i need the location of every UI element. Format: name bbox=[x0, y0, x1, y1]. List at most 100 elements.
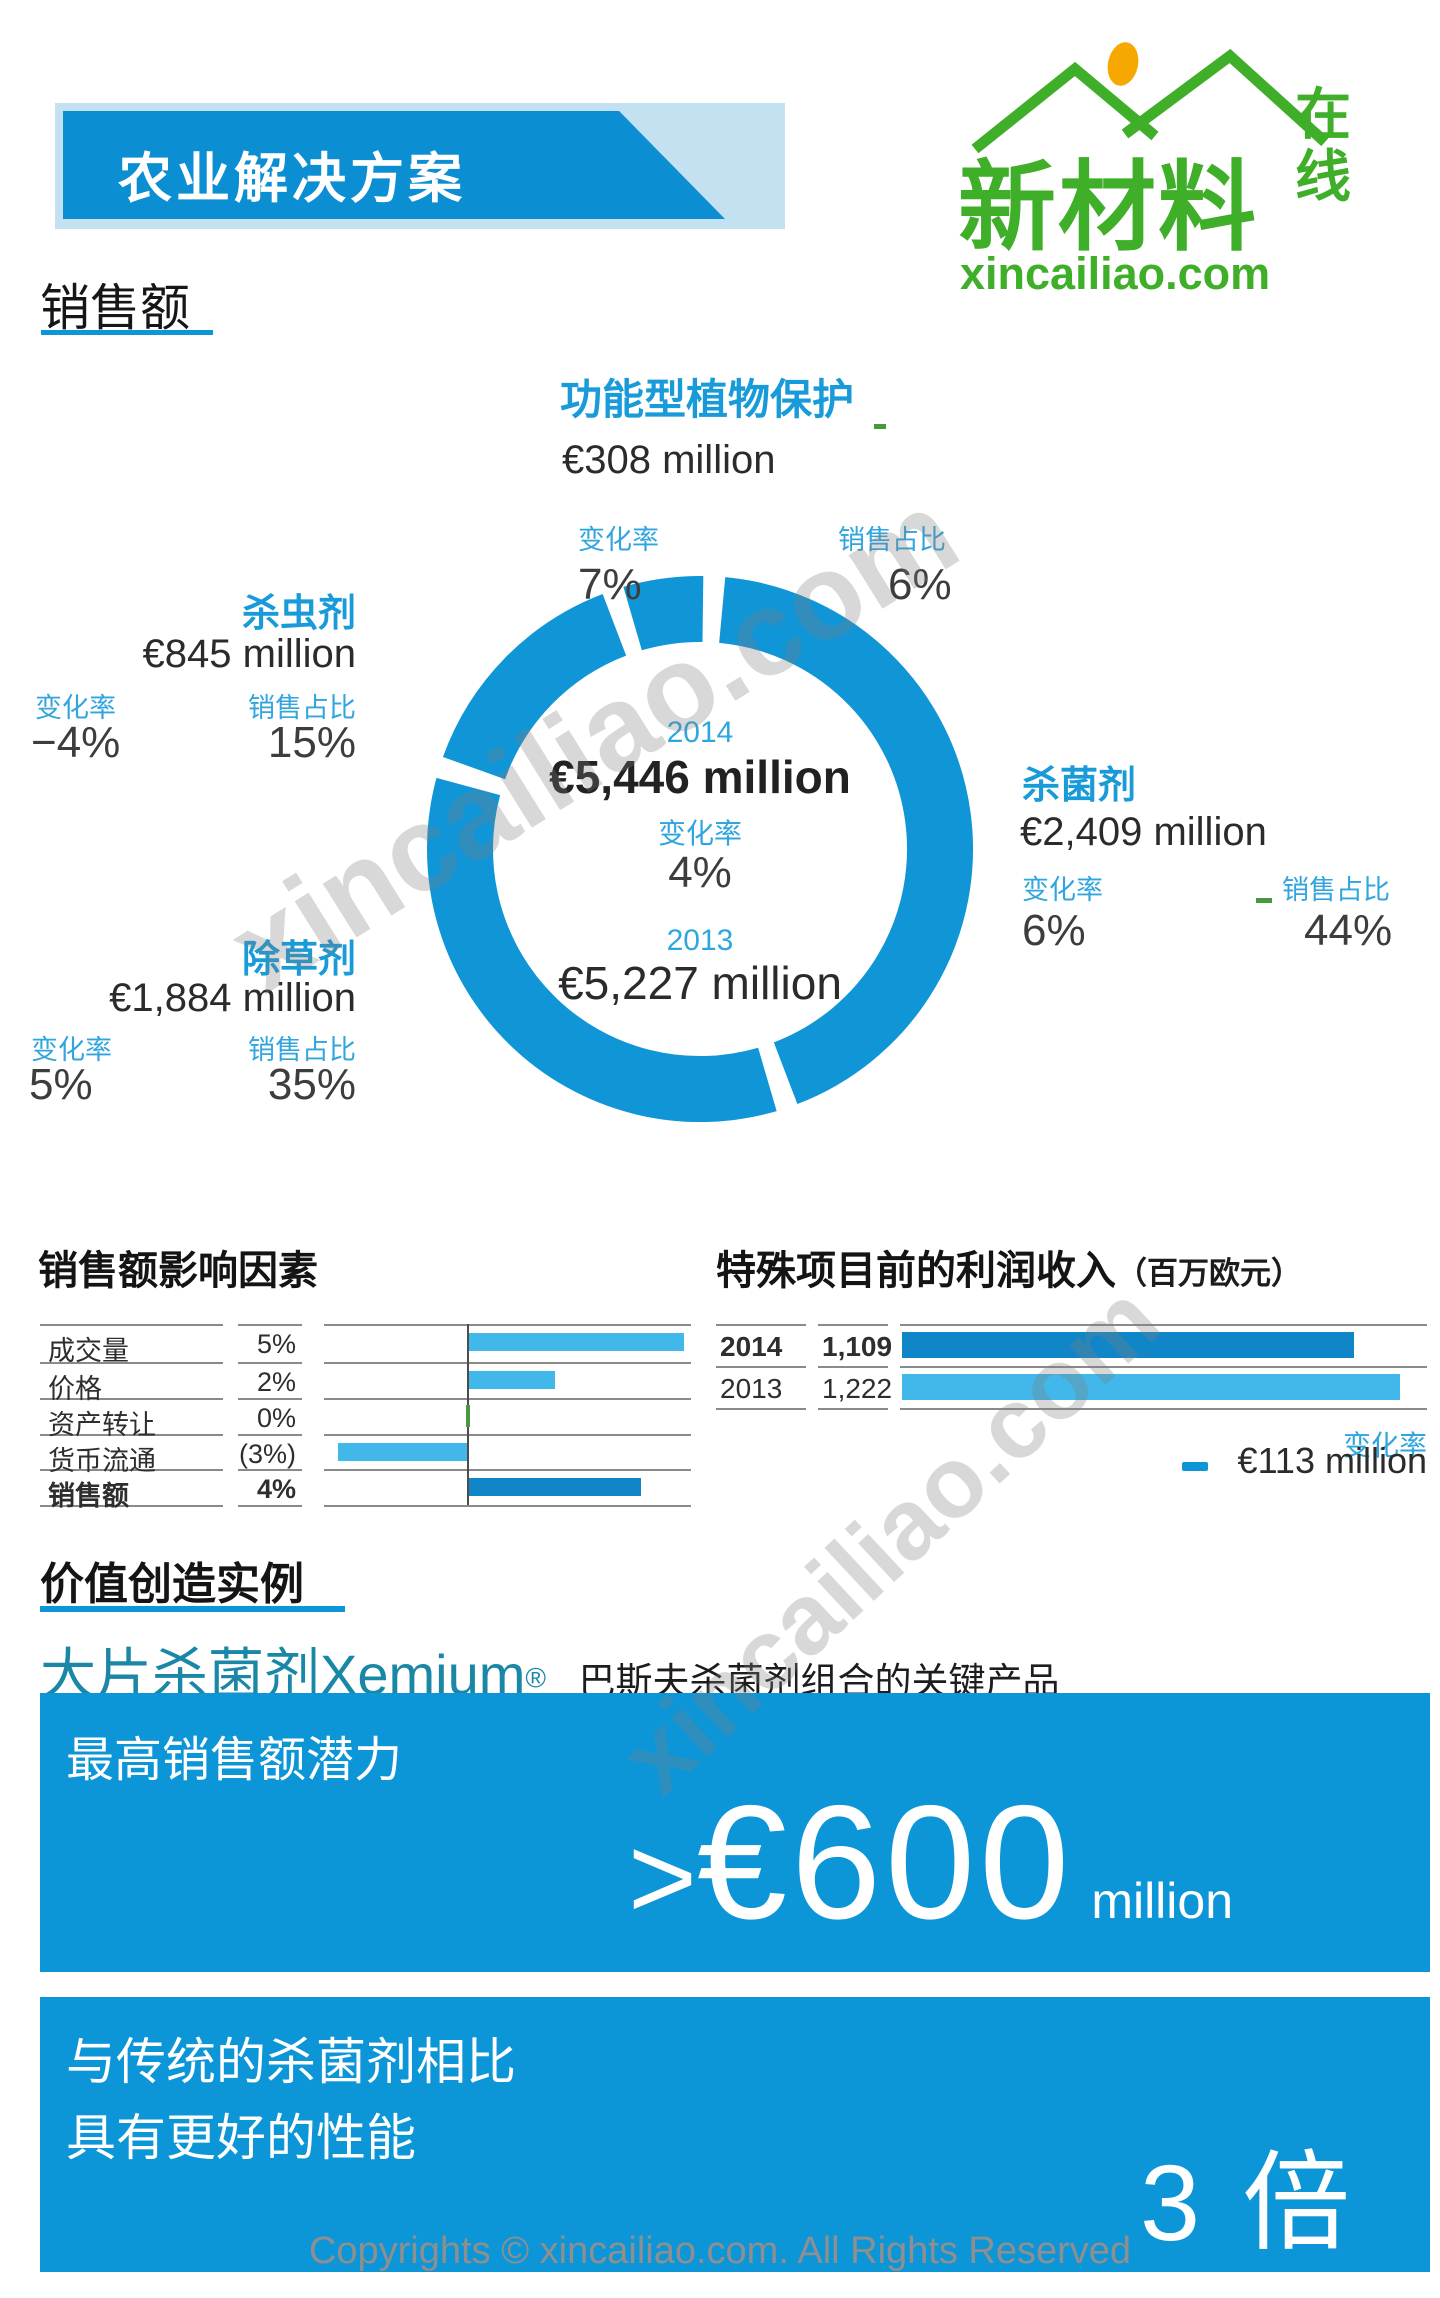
functional-change-value: 7% bbox=[578, 560, 642, 609]
factors-chart: 成交量 5% 价格 2% 资产转让 0% 货币流通 (3%) 销售额 4% bbox=[40, 1324, 692, 1511]
factor-row-label: 资产转让 bbox=[48, 1410, 156, 1440]
herbicides-share-value: 35% bbox=[267, 1060, 356, 1109]
table-line bbox=[324, 1398, 691, 1400]
fungicides-change-value: 6% bbox=[1022, 906, 1086, 955]
factor-row-value: 4% bbox=[256, 1474, 296, 1504]
herbicides-share-label: 销售占比 bbox=[248, 1035, 356, 1065]
sales-potential-label: 最高销售额潜力 bbox=[66, 1734, 403, 1787]
income-heading-unit: （百万欧元） bbox=[1116, 1256, 1302, 1291]
amount-600m: €600 bbox=[696, 1772, 1074, 1953]
table-line bbox=[238, 1469, 302, 1471]
table-line bbox=[40, 1324, 223, 1326]
factor-bar bbox=[338, 1443, 467, 1461]
value-creation-heading: 价值创造实例 bbox=[40, 1560, 304, 1609]
brand-logo: 新材料 在 线 xincailiao.com bbox=[950, 36, 1430, 306]
table-line bbox=[324, 1434, 691, 1436]
segment-label-fungicides-value: €2,409 million bbox=[1020, 810, 1267, 854]
donut-center-year-2013: 2013 bbox=[666, 924, 734, 957]
income-chart: 2014 1,109 2013 1,222 bbox=[716, 1324, 1427, 1410]
factor-zero-tick bbox=[466, 1405, 470, 1427]
sales-heading: 销售额 bbox=[40, 280, 190, 336]
registered-mark: ® bbox=[525, 1662, 547, 1694]
green-tick-functional bbox=[874, 424, 886, 429]
factor-row-label: 价格 bbox=[48, 1374, 102, 1404]
donut-center-total-2013: €5,227 million bbox=[558, 957, 842, 1009]
table-line bbox=[818, 1408, 888, 1410]
table-line bbox=[716, 1324, 806, 1326]
page-title: 农业解决方案 bbox=[118, 149, 466, 209]
header-banner bbox=[63, 111, 725, 219]
table-line bbox=[40, 1469, 223, 1471]
logo-domain-text: xincailiao.com bbox=[960, 248, 1271, 299]
table-line bbox=[238, 1362, 302, 1364]
income-change-label: 变化率 bbox=[1342, 1430, 1427, 1461]
functional-share-label: 销售占比 bbox=[838, 525, 946, 555]
herbicides-change-label: 变化率 bbox=[31, 1035, 112, 1065]
table-line bbox=[40, 1505, 223, 1507]
donut-chart bbox=[427, 576, 973, 1123]
table-line bbox=[324, 1324, 691, 1326]
income-bar bbox=[902, 1332, 1354, 1358]
income-bar bbox=[902, 1374, 1400, 1400]
donut-segment-杀菌剂 bbox=[718, 577, 973, 1105]
logo-vertical-text-top: 在 bbox=[1295, 83, 1351, 146]
green-dash-fungicides bbox=[1256, 898, 1272, 903]
segment-label-insecticides-title: 杀虫剂 bbox=[241, 593, 356, 635]
donut-center-year-2014: 2014 bbox=[666, 716, 734, 749]
factor-row-value: 5% bbox=[256, 1329, 296, 1359]
donut-center-total-2014: €5,446 million bbox=[549, 751, 851, 803]
herbicides-change-value: 5% bbox=[29, 1060, 93, 1109]
table-line bbox=[716, 1366, 806, 1368]
table-line bbox=[900, 1366, 1427, 1368]
table-line bbox=[324, 1505, 691, 1507]
segment-label-fungicides-title: 杀菌剂 bbox=[1022, 765, 1137, 807]
fungicides-share-value: 44% bbox=[1304, 906, 1393, 955]
segment-label-herbicides-title: 除草剂 bbox=[241, 939, 356, 981]
performance-banner bbox=[40, 1997, 1430, 2272]
table-line bbox=[818, 1324, 888, 1326]
insecticides-change-label: 变化率 bbox=[35, 693, 116, 723]
income-heading: 特殊项目前的利润收入 bbox=[716, 1249, 1116, 1293]
donut-center-change-value: 4% bbox=[668, 848, 732, 897]
amount-unit: million bbox=[1091, 1873, 1234, 1929]
performance-line1: 与传统的杀菌剂相比 bbox=[66, 2034, 516, 2090]
income-row-value: 1,109 bbox=[822, 1331, 893, 1362]
table-line bbox=[818, 1366, 888, 1368]
table-line bbox=[40, 1434, 223, 1436]
table-line bbox=[40, 1398, 223, 1400]
segment-label-insecticides-value: €845 million bbox=[142, 632, 356, 676]
table-line bbox=[238, 1434, 302, 1436]
income-row-value: 1,222 bbox=[822, 1373, 893, 1404]
income-change-value: €113 million bbox=[1237, 1440, 1427, 1481]
factor-bar bbox=[469, 1478, 641, 1496]
performance-line2: 具有更好的性能 bbox=[66, 2110, 416, 2166]
greater-than-sign: > bbox=[628, 1812, 697, 1944]
factor-bar bbox=[469, 1371, 555, 1389]
logo-vertical-text-bottom: 线 bbox=[1295, 145, 1351, 208]
factor-bar bbox=[469, 1333, 684, 1351]
income-row-year: 2014 bbox=[720, 1331, 783, 1362]
segment-label-functional-value: €308 million bbox=[562, 438, 776, 482]
insecticides-share-value: 15% bbox=[267, 718, 356, 767]
table-line bbox=[716, 1408, 806, 1410]
fungicides-change-label: 变化率 bbox=[1022, 875, 1103, 905]
table-line bbox=[238, 1505, 302, 1507]
donut-segment-除草剂 bbox=[427, 777, 777, 1123]
factors-heading: 销售额影响因素 bbox=[38, 1249, 318, 1293]
fungicides-share-label: 销售占比 bbox=[1282, 875, 1390, 905]
table-line bbox=[238, 1324, 302, 1326]
factor-row-value: 0% bbox=[256, 1403, 296, 1433]
table-line bbox=[238, 1398, 302, 1400]
table-line bbox=[324, 1362, 691, 1364]
functional-share-value: 6% bbox=[888, 560, 952, 609]
factor-row-label: 成交量 bbox=[48, 1336, 129, 1366]
donut-center-change-label: 变化率 bbox=[657, 818, 742, 849]
insecticides-share-label: 销售占比 bbox=[248, 693, 356, 723]
income-heading-group: 特殊项目前的利润收入（百万欧元） bbox=[716, 1238, 1302, 1296]
income-row-year: 2013 bbox=[720, 1373, 783, 1404]
donut-segment-杀虫剂 bbox=[442, 593, 627, 780]
sales-heading-underline bbox=[41, 330, 213, 335]
functional-change-label: 变化率 bbox=[578, 525, 659, 555]
sales-potential-banner bbox=[40, 1693, 1430, 1972]
